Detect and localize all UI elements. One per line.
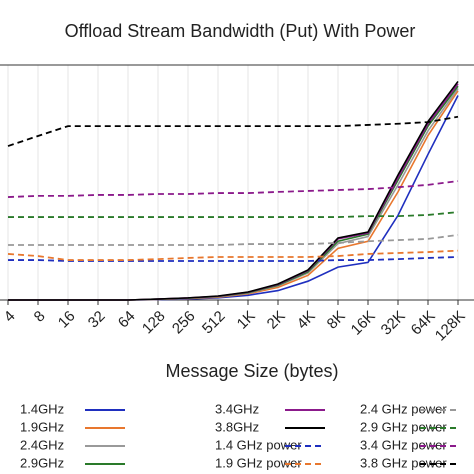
legend-label: 3.4 GHz power — [360, 437, 447, 452]
series-line — [7, 249, 459, 261]
legend-label: 2.9GHz — [20, 455, 64, 470]
series-line — [8, 211, 459, 218]
series-line — [8, 80, 459, 301]
plot-frame — [0, 64, 474, 301]
chart-title: Offload Stream Bandwidth (Put) With Powe… — [65, 21, 416, 41]
legend-label: 3.4GHz — [215, 401, 259, 416]
legend-label: 2.9 GHz power — [360, 419, 447, 434]
legend-label: 2.4 GHz power — [360, 401, 447, 416]
legend-label: 3.8GHz — [215, 419, 259, 434]
series-line — [7, 180, 459, 198]
legend-label: 1.4GHz — [20, 401, 64, 416]
legend-label: 2.4GHz — [20, 437, 64, 452]
series-line — [8, 234, 459, 246]
legend-label: 1.9GHz — [20, 419, 64, 434]
legend-label: 1.9 GHz power — [215, 455, 302, 470]
legend-label: 3.8 GHz power — [360, 455, 447, 470]
x-axis-label: Message Size (bytes) — [165, 361, 338, 381]
series-line — [8, 256, 459, 262]
legend-label: 1.4 GHz power — [215, 437, 302, 452]
